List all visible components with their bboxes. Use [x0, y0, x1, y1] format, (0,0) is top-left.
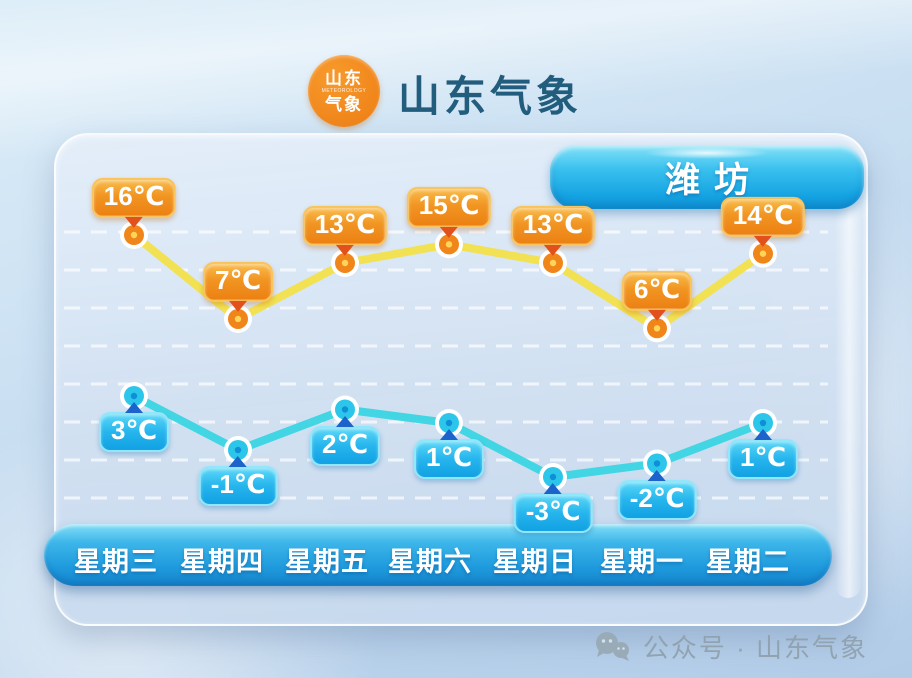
weekday-label: 星期一 — [600, 547, 684, 577]
shandong-meteorology-logo-icon: 山东 METEOROLOGY 气象 — [308, 55, 380, 127]
low-temp-badge: 2℃ — [310, 425, 380, 466]
weekday-label: 星期二 — [706, 547, 790, 577]
city-badge: 潍坊 — [550, 145, 864, 209]
high-temp-badge: 7℃ — [203, 261, 273, 302]
low-temp-badge: -3℃ — [513, 493, 593, 534]
weekday-label: 星期六 — [388, 547, 472, 577]
weekday-label: 星期日 — [493, 547, 577, 577]
logo-line2: 气象 — [325, 94, 363, 114]
high-temp-badge: 6℃ — [622, 271, 692, 312]
low-temp-badge: 1℃ — [728, 439, 798, 480]
card-glass-highlight — [835, 169, 861, 598]
logo-subtext: METEOROLOGY — [321, 87, 367, 94]
footer-account-text: 公众号 · 山东气象 — [642, 633, 868, 663]
city-name: 潍坊 — [664, 160, 763, 200]
logo-line1: 山东 — [325, 68, 363, 88]
low-temp-badge: 3℃ — [99, 412, 169, 453]
weekday-label: 星期三 — [74, 547, 158, 577]
page-title: 山东气象 — [398, 73, 583, 120]
high-temp-badge: 14℃ — [720, 196, 806, 237]
wechat-icon — [595, 631, 629, 661]
city-badge-shine — [644, 147, 770, 159]
footer: 公众号 · 山东气象 — [593, 628, 868, 665]
high-temp-badge: 16℃ — [91, 177, 177, 218]
low-temp-badge: -1℃ — [198, 466, 278, 507]
high-temp-badge: 13℃ — [510, 205, 596, 246]
weekday-label: 星期五 — [285, 547, 369, 577]
weekday-label: 星期四 — [180, 547, 264, 577]
high-temp-badge: 13℃ — [302, 205, 388, 246]
low-temp-badge: 1℃ — [414, 439, 484, 480]
high-temp-badge: 15℃ — [406, 187, 492, 228]
low-temp-badge: -2℃ — [617, 479, 697, 520]
